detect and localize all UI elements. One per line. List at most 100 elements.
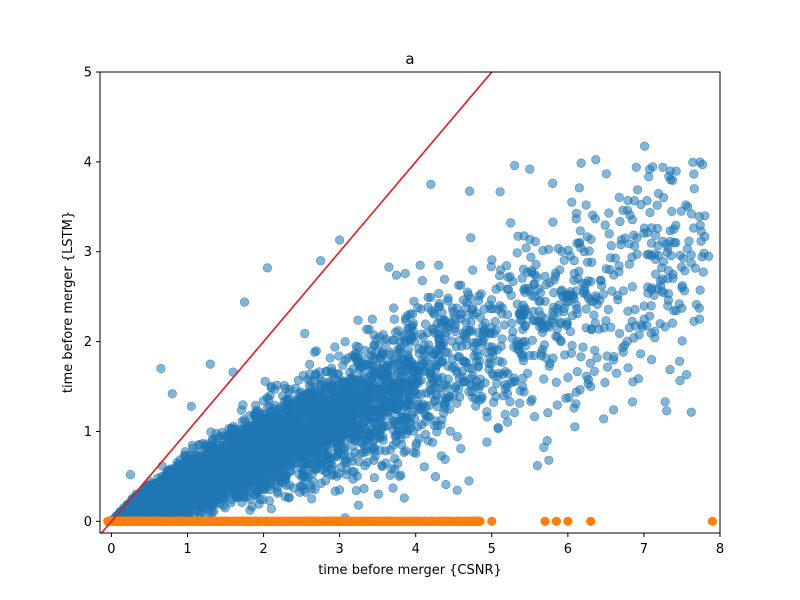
- data-point-blue: [604, 229, 614, 239]
- data-point-blue: [555, 265, 565, 275]
- data-point-blue: [424, 400, 434, 411]
- data-point-blue: [657, 286, 667, 296]
- data-point-blue: [615, 216, 625, 227]
- data-point-blue: [601, 169, 611, 179]
- data-point-blue: [441, 479, 451, 490]
- points-layer: [106, 141, 714, 526]
- data-point-blue: [559, 255, 569, 266]
- data-point-blue: [655, 319, 665, 329]
- data-point-blue: [623, 195, 633, 206]
- data-point-blue: [482, 407, 492, 417]
- data-point-blue: [381, 338, 391, 348]
- data-point-blue: [330, 342, 340, 352]
- data-point-blue: [603, 304, 613, 315]
- data-point-blue: [263, 402, 273, 412]
- data-point-blue: [652, 223, 663, 233]
- data-point-blue: [474, 291, 484, 301]
- data-point-blue: [667, 206, 677, 216]
- data-point-blue: [611, 368, 622, 378]
- data-point-blue: [630, 304, 640, 315]
- data-point-blue: [684, 236, 694, 246]
- data-point-blue: [606, 241, 616, 251]
- data-point-blue: [589, 366, 600, 377]
- data-point-blue: [456, 444, 466, 454]
- data-point-blue: [613, 295, 623, 305]
- data-point-blue: [340, 337, 350, 347]
- data-point-blue: [598, 289, 608, 299]
- data-point-blue: [578, 342, 588, 352]
- data-point-blue: [508, 276, 518, 287]
- data-point-blue: [434, 260, 444, 270]
- data-point-blue: [590, 345, 600, 355]
- data-point-blue: [535, 288, 546, 298]
- data-point-blue: [589, 310, 599, 320]
- data-point-blue: [521, 243, 531, 253]
- data-point-blue: [486, 359, 496, 369]
- data-point-blue: [567, 197, 577, 207]
- data-point-blue: [389, 303, 399, 313]
- data-point-blue: [581, 304, 591, 314]
- data-point-blue: [674, 356, 685, 366]
- data-point-blue: [582, 232, 592, 242]
- data-point-blue: [676, 262, 687, 272]
- data-point-blue: [506, 218, 516, 228]
- data-point-blue: [639, 141, 650, 151]
- data-point-blue: [284, 387, 294, 398]
- data-point-blue: [575, 226, 585, 236]
- data-point-blue: [421, 429, 431, 439]
- data-point-blue: [576, 158, 586, 168]
- data-point-blue: [688, 223, 699, 233]
- data-point-blue: [669, 237, 679, 248]
- data-point-blue: [501, 261, 512, 271]
- data-point-blue: [642, 196, 652, 206]
- data-point-blue: [445, 426, 455, 436]
- data-point-blue: [353, 500, 364, 510]
- data-point-blue: [581, 200, 591, 210]
- data-point-blue: [588, 210, 598, 220]
- data-point-blue: [460, 376, 470, 386]
- data-point-blue: [674, 299, 684, 309]
- data-point-blue: [499, 320, 510, 330]
- data-point-blue: [675, 250, 685, 260]
- data-point-blue: [351, 485, 361, 496]
- data-point-blue: [650, 333, 660, 343]
- data-point-blue: [552, 400, 562, 410]
- data-point-blue: [607, 286, 617, 296]
- data-point-blue: [689, 169, 699, 179]
- data-point-blue: [602, 362, 613, 372]
- data-point-blue: [610, 253, 620, 263]
- data-point-blue: [644, 311, 655, 321]
- data-point-blue: [359, 484, 369, 494]
- data-point-blue: [604, 208, 614, 218]
- data-point-blue: [530, 237, 540, 247]
- data-point-blue: [592, 299, 603, 310]
- data-point-blue: [415, 260, 425, 270]
- data-point-blue: [587, 257, 597, 267]
- data-point-blue: [624, 239, 634, 249]
- data-point-blue: [636, 320, 646, 330]
- data-point-blue: [340, 378, 350, 388]
- data-point-blue: [600, 377, 610, 388]
- data-point-blue: [571, 387, 581, 397]
- data-point-blue: [569, 256, 579, 266]
- data-point-blue: [472, 347, 482, 357]
- data-point-blue: [390, 454, 400, 464]
- data-point-blue: [500, 409, 510, 420]
- data-point-blue: [420, 319, 431, 329]
- data-point-blue: [474, 395, 485, 406]
- data-point-blue: [602, 351, 612, 361]
- data-point-blue: [310, 484, 320, 495]
- data-point-blue: [439, 274, 450, 284]
- data-point-blue: [653, 188, 664, 199]
- data-point-blue: [686, 407, 696, 417]
- data-point-blue: [540, 296, 550, 306]
- data-point-blue: [695, 285, 705, 295]
- data-point-blue: [266, 504, 277, 514]
- data-point-blue: [561, 393, 571, 403]
- data-point-blue: [600, 220, 610, 230]
- data-point-blue: [691, 299, 702, 310]
- data-point-blue: [645, 207, 655, 218]
- data-point-blue: [518, 324, 528, 335]
- chart-title: a: [405, 50, 414, 68]
- data-point-blue: [311, 369, 321, 379]
